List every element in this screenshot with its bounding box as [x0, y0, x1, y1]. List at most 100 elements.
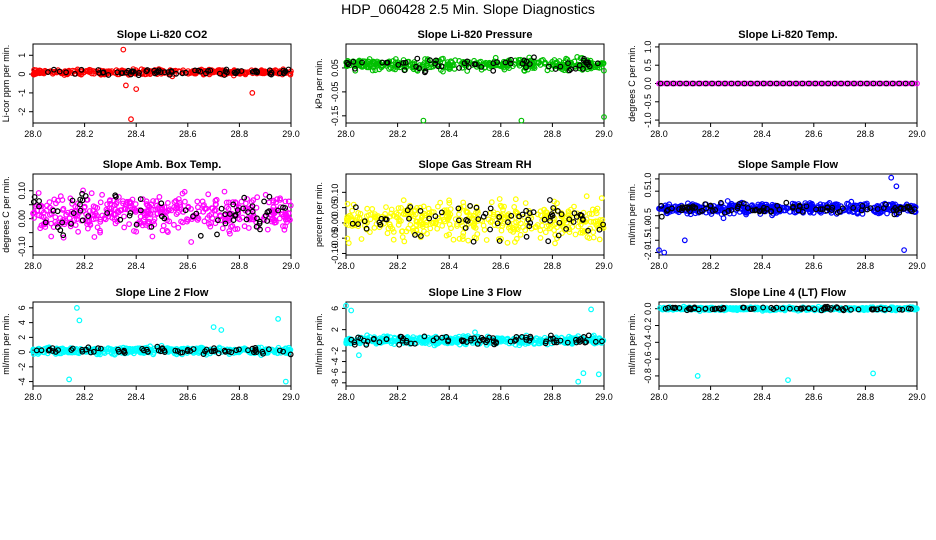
x-tick-label: 28.4 — [127, 392, 145, 402]
point — [439, 222, 446, 229]
y-tick-label: -0.2 — [643, 318, 653, 334]
point — [541, 60, 548, 67]
point — [535, 60, 542, 66]
point — [264, 226, 271, 233]
point — [241, 194, 248, 201]
point — [194, 198, 201, 205]
point — [498, 203, 505, 210]
point — [184, 216, 190, 223]
panel-title: Slope Li-820 Pressure — [418, 29, 533, 41]
x-tick-label: 28.0 — [24, 129, 42, 139]
outlier-point — [275, 316, 282, 322]
y-tick-label: 0.0 — [643, 302, 653, 315]
point — [425, 205, 432, 212]
point — [254, 69, 261, 76]
point — [280, 204, 286, 211]
point — [192, 67, 198, 74]
y-tick-label: -1.0 — [643, 112, 653, 128]
point — [780, 80, 786, 87]
point — [367, 229, 373, 236]
point — [435, 203, 441, 210]
point — [158, 200, 165, 207]
y-tick-label: -0.15 — [330, 106, 340, 127]
outlier-point — [694, 373, 701, 379]
point — [209, 205, 216, 212]
outlier-point — [888, 174, 895, 181]
point — [128, 68, 135, 75]
x-tick-label: 28.0 — [337, 129, 355, 139]
point — [818, 80, 825, 87]
point — [417, 204, 424, 211]
x-tick-label: 28.4 — [440, 129, 458, 139]
outlier-point — [588, 306, 594, 313]
point — [79, 217, 86, 224]
point — [368, 211, 374, 218]
point — [222, 211, 229, 218]
point — [517, 231, 524, 238]
point — [490, 60, 497, 67]
x-tick-label: 28.2 — [389, 129, 407, 139]
point — [423, 222, 430, 228]
point — [207, 67, 214, 74]
point — [372, 214, 379, 221]
point — [95, 67, 102, 73]
point — [144, 67, 151, 73]
x-tick-label: 29.0 — [282, 129, 300, 139]
point — [37, 225, 44, 232]
point — [435, 63, 442, 70]
point — [554, 200, 560, 207]
point — [277, 196, 283, 203]
y-tick-label: 0.10 — [17, 182, 27, 200]
point — [598, 195, 605, 202]
point — [201, 218, 208, 225]
point — [168, 68, 175, 74]
point — [378, 62, 385, 69]
point — [465, 237, 472, 244]
point — [130, 228, 137, 234]
point — [97, 218, 104, 225]
point — [438, 63, 445, 70]
y-tick-label: -0.05 — [330, 82, 340, 103]
x-tick-label: 28.8 — [231, 392, 249, 402]
y-axis-label: Li-cor ppm per min. — [1, 45, 11, 123]
point — [747, 80, 754, 87]
point — [366, 56, 373, 62]
x-tick-label: 28.0 — [650, 129, 668, 139]
point — [512, 196, 519, 203]
point — [393, 210, 400, 217]
point — [173, 70, 180, 77]
point — [114, 69, 121, 76]
point — [137, 213, 144, 220]
x-tick-label: 29.0 — [908, 129, 926, 139]
point — [287, 71, 294, 78]
point — [170, 221, 177, 228]
point — [261, 198, 268, 205]
point — [386, 65, 393, 72]
point — [359, 59, 365, 66]
point — [280, 223, 286, 230]
x-tick-label: 28.8 — [857, 129, 875, 139]
point — [221, 188, 228, 195]
point — [374, 58, 381, 65]
point — [597, 217, 603, 223]
point — [446, 65, 453, 72]
point — [395, 205, 402, 212]
point — [36, 198, 42, 204]
point — [426, 64, 432, 71]
point — [33, 70, 39, 77]
point — [195, 67, 202, 74]
point — [78, 66, 85, 73]
x-tick-label: 28.0 — [337, 392, 355, 402]
y-tick-label: 0.00 — [330, 214, 340, 232]
point — [164, 199, 171, 206]
point — [472, 61, 479, 68]
y-tick-label: -6 — [330, 368, 340, 376]
y-tick-label: -0.05 — [330, 228, 340, 249]
point — [69, 197, 76, 204]
point — [414, 55, 421, 62]
point — [600, 60, 607, 67]
point — [229, 222, 236, 229]
point — [90, 216, 97, 223]
point — [148, 223, 155, 230]
point — [543, 209, 550, 216]
